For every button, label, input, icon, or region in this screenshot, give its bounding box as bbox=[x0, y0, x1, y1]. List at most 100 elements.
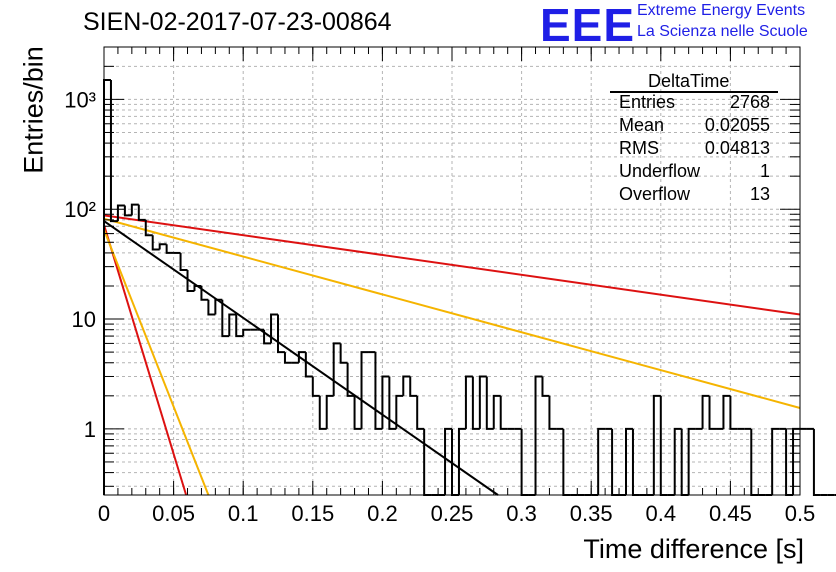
histogram-bin bbox=[353, 395, 362, 430]
stats-key: Mean bbox=[619, 115, 665, 135]
fit-line bbox=[103, 217, 801, 409]
histogram-bin bbox=[360, 351, 369, 429]
histogram-bin bbox=[701, 394, 710, 429]
histogram-bin bbox=[186, 269, 195, 293]
histogram-bin bbox=[221, 299, 230, 338]
fit-line bbox=[103, 220, 499, 496]
histogram-bin bbox=[318, 395, 327, 430]
stats-key: Overflow bbox=[619, 184, 691, 204]
histogram-bin bbox=[200, 285, 209, 301]
histogram-bin bbox=[534, 375, 543, 495]
axis-ticks: 0 0.05 0.1 0.15 0.2 0.25 0.3 0.35 0.4 0.45 0.5 1 10 1… bbox=[64, 46, 816, 526]
histogram-bin bbox=[548, 395, 557, 430]
histogram-bin bbox=[304, 352, 313, 378]
x-tick-label: 0.25 bbox=[431, 501, 474, 526]
histogram-bin bbox=[771, 427, 780, 495]
x-tick-label: 0.1 bbox=[228, 501, 259, 526]
stats-key: Underflow bbox=[619, 161, 701, 181]
stats-value: 1 bbox=[759, 161, 770, 181]
histogram-bin bbox=[687, 427, 696, 495]
histogram-bin bbox=[471, 376, 480, 430]
fit-line bbox=[103, 224, 188, 496]
histogram-bin bbox=[812, 428, 821, 496]
histogram-bin bbox=[381, 375, 390, 429]
run-title: SIEN-02-2017-07-23-00864 bbox=[83, 8, 392, 36]
histogram-bin bbox=[722, 394, 731, 429]
y-axis-label: Entries/bin bbox=[18, 46, 49, 174]
x-tick-label: 0.5 bbox=[785, 501, 816, 526]
stats-value: 0.02055 bbox=[704, 115, 770, 135]
histogram-bin bbox=[130, 203, 139, 216]
x-tick-label: 0.4 bbox=[646, 501, 677, 526]
histogram-bin bbox=[374, 352, 383, 430]
histogram-bin bbox=[228, 313, 237, 337]
stats-value: 0.04813 bbox=[704, 138, 770, 158]
histogram-bin bbox=[109, 80, 118, 223]
histogram-bin bbox=[729, 395, 738, 430]
histogram-bin bbox=[116, 204, 125, 222]
y-tick-label: 10 bbox=[72, 307, 96, 332]
x-axis-label: Time difference [s] bbox=[583, 534, 804, 564]
histogram-bin bbox=[179, 252, 188, 271]
x-tick-label: 0.2 bbox=[367, 501, 398, 526]
histogram-bin bbox=[277, 314, 285, 354]
histogram-bin bbox=[402, 375, 411, 396]
histogram-bin bbox=[144, 219, 153, 237]
histogram-bin bbox=[311, 376, 320, 397]
x-tick-label: 0 bbox=[98, 501, 110, 526]
histogram-bin bbox=[541, 376, 550, 397]
histogram-bin bbox=[158, 243, 167, 250]
histogram-bin bbox=[457, 427, 466, 495]
stats-title: DeltaTime bbox=[648, 71, 730, 91]
histogram-bin bbox=[339, 343, 348, 364]
histogram-bin bbox=[165, 244, 174, 254]
stats-value: 2768 bbox=[729, 92, 770, 112]
histogram-bin bbox=[332, 342, 341, 396]
y-tick-label: 1 bbox=[84, 417, 96, 442]
y-tick-label: 10² bbox=[64, 197, 96, 222]
histogram-bin bbox=[263, 329, 272, 345]
fit-line bbox=[103, 229, 210, 496]
histogram-bin bbox=[297, 351, 306, 363]
histogram-bin bbox=[395, 394, 404, 429]
histogram-bin bbox=[283, 352, 292, 364]
histogram-bin bbox=[485, 376, 494, 430]
histogram-bin bbox=[492, 394, 501, 429]
stats-value: 13 bbox=[749, 184, 770, 204]
histogram-bin bbox=[151, 235, 160, 251]
stats-key: Entries bbox=[619, 92, 676, 112]
histogram-bin bbox=[325, 394, 334, 429]
histogram-bin bbox=[346, 362, 355, 397]
fit-lines bbox=[103, 214, 801, 496]
histogram-bin bbox=[464, 375, 473, 429]
logo-line-1: Extreme Energy Events bbox=[637, 2, 806, 19]
x-tick-label: 0.05 bbox=[152, 501, 195, 526]
grid-layer bbox=[104, 47, 800, 495]
histogram-bin bbox=[242, 328, 251, 337]
histogram-bin bbox=[708, 395, 717, 430]
x-tick-label: 0.3 bbox=[506, 501, 537, 526]
histogram-bin bbox=[673, 427, 682, 495]
histogram-bin bbox=[388, 376, 397, 430]
fit-line bbox=[103, 214, 801, 316]
x-tick-label: 0.35 bbox=[570, 501, 613, 526]
logo-line-2: La Scienza nelle Scuole bbox=[637, 23, 808, 40]
histogram-bin bbox=[123, 205, 132, 217]
histogram-bin bbox=[597, 427, 606, 495]
histogram-bin bbox=[416, 395, 425, 430]
x-tick-label: 0.45 bbox=[709, 501, 752, 526]
histogram-bin bbox=[270, 313, 278, 344]
histogram-bin bbox=[499, 395, 508, 430]
histogram-bin bbox=[478, 375, 487, 429]
histogram-bin bbox=[214, 298, 223, 315]
histogram-bin bbox=[137, 204, 146, 221]
histogram-bin bbox=[652, 394, 661, 495]
histogram-bin bbox=[409, 376, 418, 397]
histogram-bin bbox=[103, 79, 111, 495]
eee-logo: EEE bbox=[540, 0, 636, 51]
stats-key: RMS bbox=[619, 138, 659, 158]
histogram-bin bbox=[625, 427, 633, 495]
histogram-bin bbox=[444, 427, 452, 495]
x-tick-label: 0.15 bbox=[291, 501, 334, 526]
